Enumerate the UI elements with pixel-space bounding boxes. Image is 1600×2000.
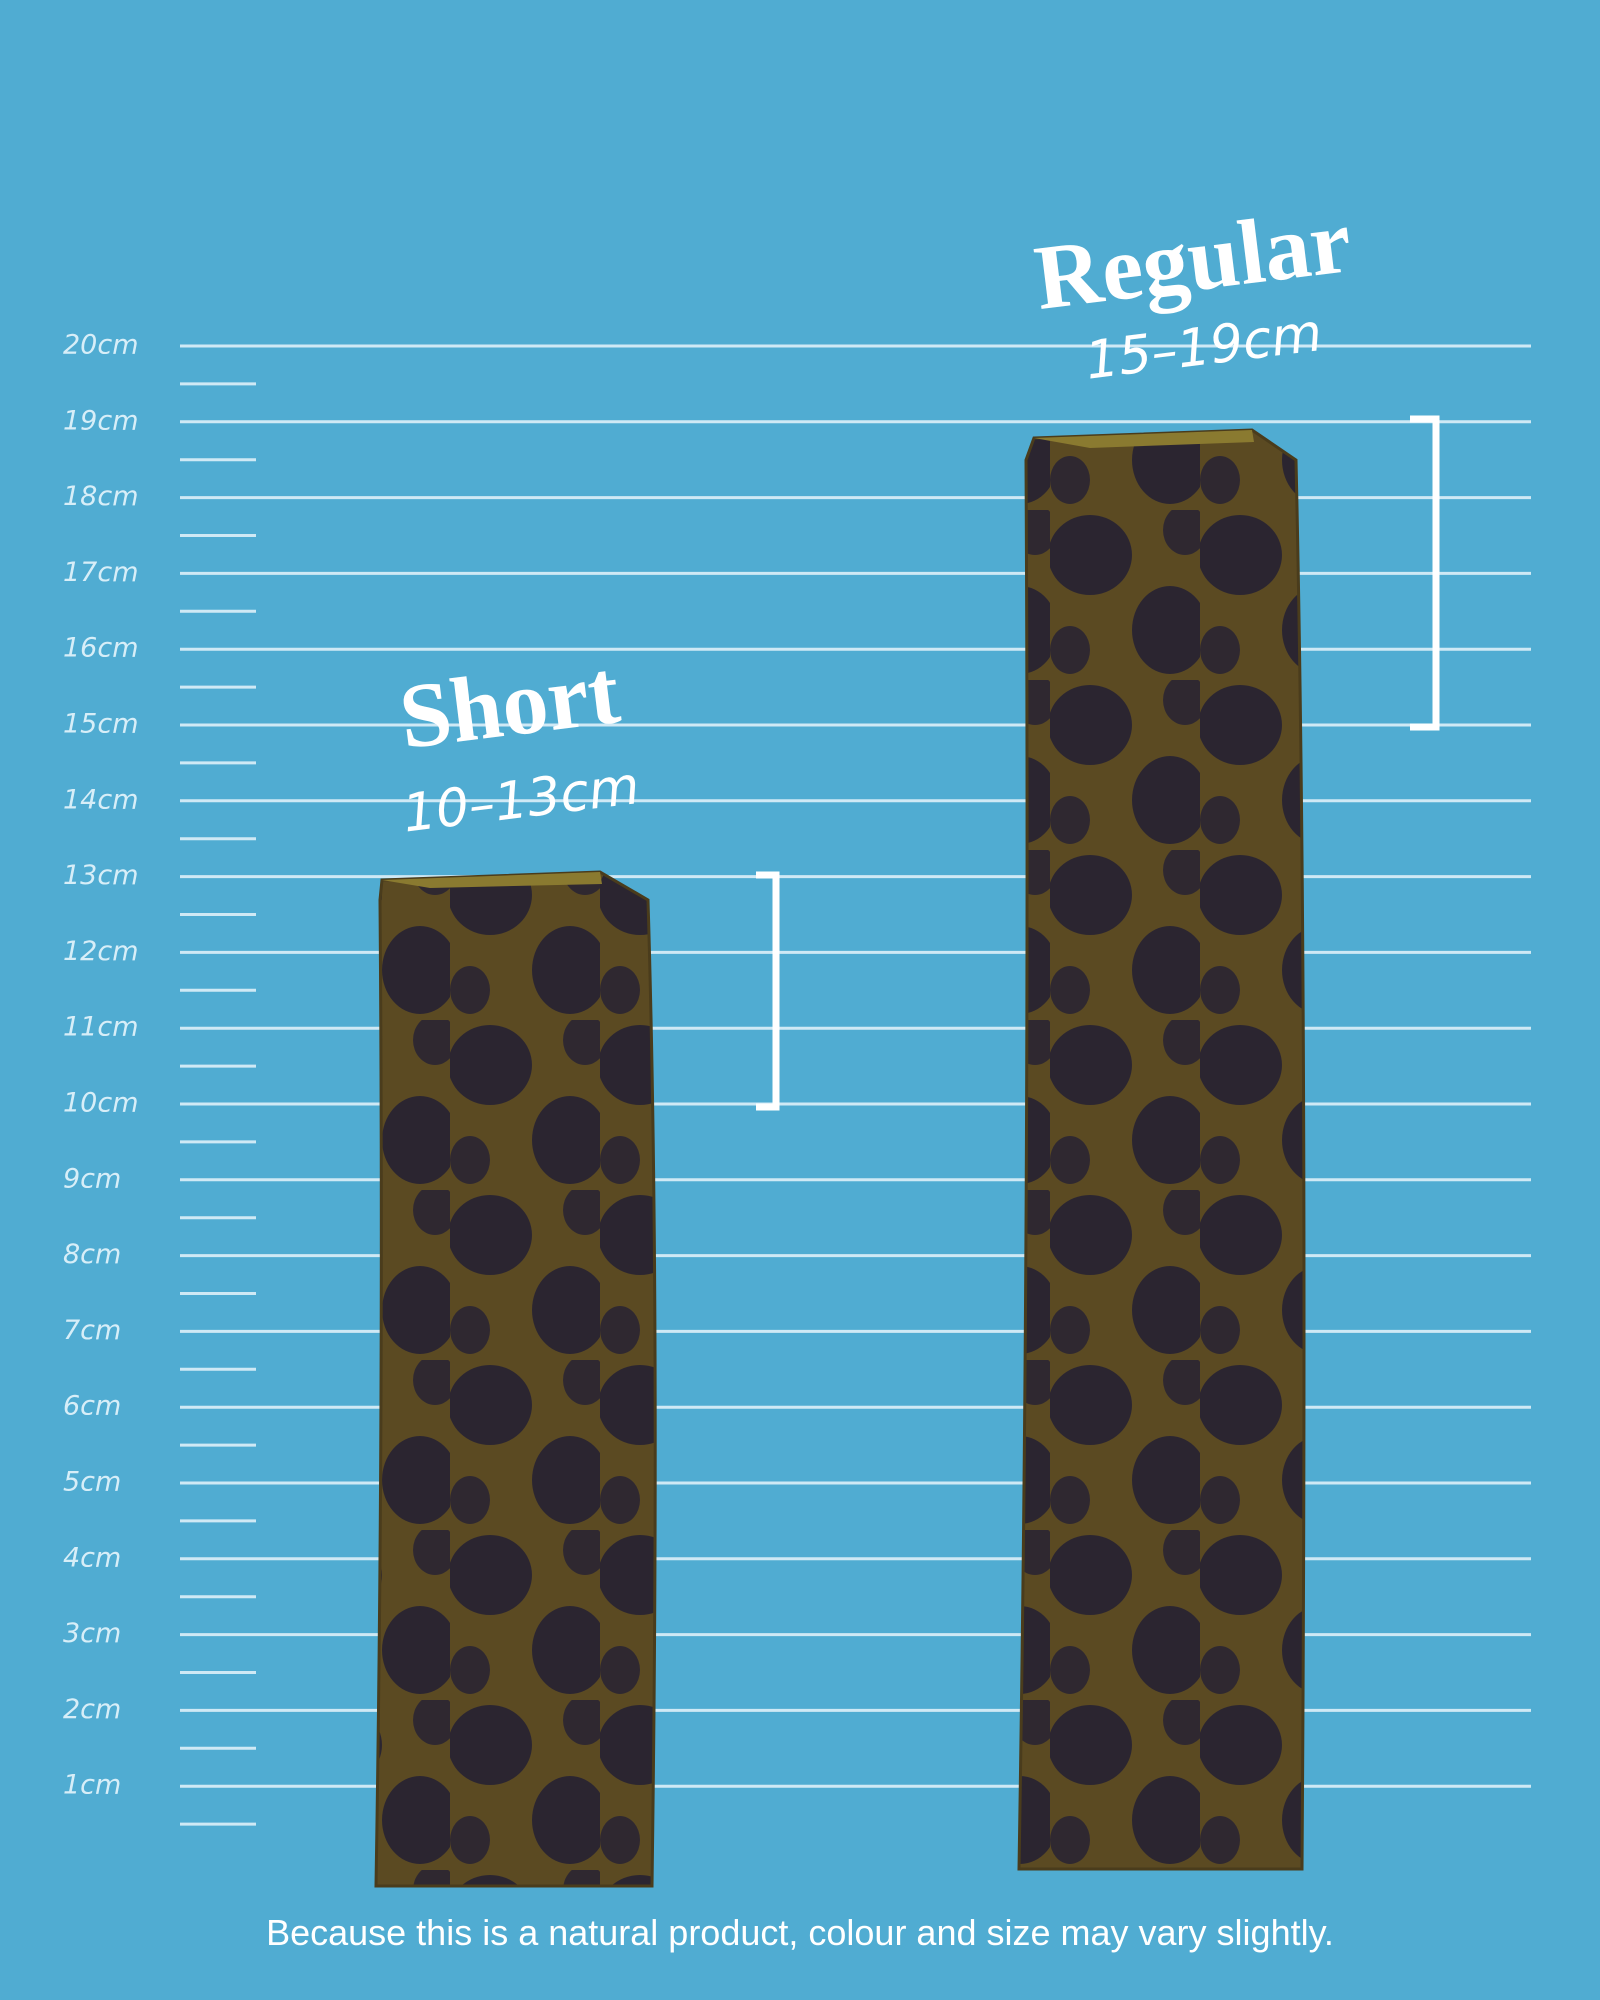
ruler-label: 6cm [63,1391,121,1422]
ruler-label: 9cm [63,1163,121,1194]
ruler-label: 10cm [63,1088,139,1119]
ruler-label: 8cm [63,1239,121,1270]
product-range: 10–13cm [400,756,643,845]
ruler-label: 16cm [63,633,139,664]
ruler-label: 3cm [63,1618,121,1649]
ruler-label: 7cm [63,1315,121,1346]
ruler-label: 12cm [63,936,139,967]
ruler-label: 2cm [63,1694,121,1725]
bracket-short [756,871,780,1111]
ruler: 20cm 19cm 18cm 17cm 16cm 15cm 14cm 13cm 12cm 11cm… [63,330,1531,1826]
ruler-label: 4cm [63,1542,121,1573]
ruler-label: 18cm [63,481,139,512]
ruler-label: 11cm [63,1012,139,1043]
ruler-label: 1cm [63,1770,121,1801]
footnote: Because this is a natural product, colou… [266,1912,1334,1953]
ruler-label: 5cm [63,1467,121,1498]
stick-regular [1017,428,1306,1871]
product-name: Short [394,640,625,768]
ruler-label: 14cm [63,784,139,815]
ruler-label: 15cm [63,709,139,740]
stick-short [374,870,657,1888]
bracket-regular [1410,415,1440,731]
ruler-label: 13cm [63,860,139,891]
ruler-label: 19cm [63,405,139,436]
ruler-label: 20cm [63,330,139,361]
ruler-label: 17cm [63,557,139,588]
